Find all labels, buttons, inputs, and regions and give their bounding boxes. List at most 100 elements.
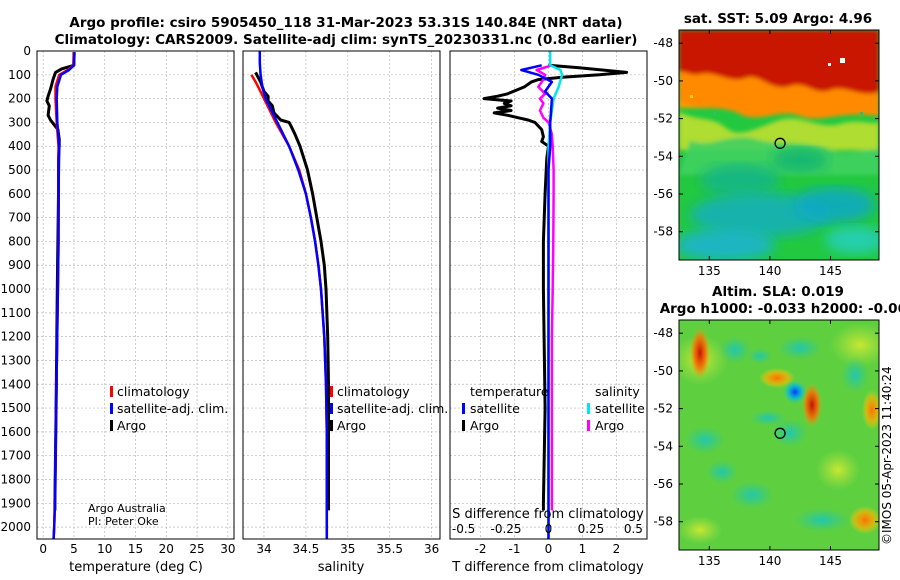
depth-tick-label: 1000 (0, 282, 31, 296)
x-tick-label: 34.5 (293, 542, 320, 556)
lon-tick-label: 135 (698, 264, 721, 278)
legend-swatch-argo (110, 420, 113, 431)
depth-tick-label: 400 (8, 139, 31, 153)
difference-lines (482, 51, 629, 539)
depth-tick-label: 700 (8, 211, 31, 225)
lon-tick-label: 135 (698, 554, 721, 568)
s-difference-tick-label: -0.25 (491, 522, 522, 536)
depth-tick-label: 1700 (0, 449, 31, 463)
x-tick-label: -2 (475, 542, 487, 556)
t-difference-axis-label: T difference from climatology (451, 560, 644, 575)
depth-tick-label: 0 (23, 44, 31, 58)
legend-label-climatology: climatology (117, 384, 190, 399)
depth-tick-label: 2000 (0, 520, 31, 534)
lat-tick-label: -48 (653, 36, 673, 50)
lat-tick-label: -58 (653, 515, 673, 529)
sla-map-title: Altim. SLA: 0.019 (712, 284, 844, 300)
temperature-grid (37, 50, 234, 539)
difference-axes-box (449, 50, 648, 540)
s-difference-axis-label: S difference from climatology (452, 507, 644, 522)
argo-float-marker (774, 427, 786, 439)
figure-title-line-2: Climatology: CARS2009. Satellite-adj cli… (54, 32, 638, 48)
legend-swatch-t-argo (462, 420, 465, 431)
legend-swatch-climatology (110, 386, 113, 397)
depth-tick-label: 1500 (0, 401, 31, 415)
credit-argo-australia: Argo Australia (88, 502, 166, 515)
legend-title-salinity: salinity (595, 384, 640, 399)
sst-map-title: sat. SST: 5.09 Argo: 4.96 (684, 11, 872, 27)
depth-tick-label: 1300 (0, 353, 31, 367)
sla-map-frame (678, 319, 880, 551)
copyright-timestamp: ©IMOS 05-Apr-2023 11:40:24 (880, 366, 894, 545)
salinity-axis-label: salinity (318, 560, 365, 575)
x-tick-label: 5 (70, 542, 78, 556)
depth-tick-label: 100 (8, 68, 31, 82)
sst-field (679, 30, 879, 260)
legend-label-s-satellite: satellite (595, 401, 645, 416)
salinity-lines (250, 51, 330, 539)
legend-swatch-satellite (330, 403, 333, 414)
x-tick-label: 2 (613, 542, 621, 556)
depth-tick-label: 1100 (0, 306, 31, 320)
depth-tick-label: 1200 (0, 330, 31, 344)
legend-label-climatology: climatology (337, 384, 410, 399)
legend-swatch-satellite (110, 403, 113, 414)
depth-tick-label: 900 (8, 258, 31, 272)
lon-tick-label: 140 (758, 264, 781, 278)
credit-pi: PI: Peter Oke (88, 515, 159, 528)
series-line-satellite-adj-clim- (258, 51, 329, 539)
depth-tick-label: 1900 (0, 496, 31, 510)
lat-tick-label: -56 (653, 187, 673, 201)
sla-map-latitude-ticks: -48 -50 -52 -54 -56 -58 (653, 326, 879, 529)
lat-tick-label: -54 (653, 149, 673, 163)
s-difference-tick-label: 0.25 (578, 522, 605, 536)
x-tick-label: 20 (159, 542, 174, 556)
x-tick-label: 1 (579, 542, 587, 556)
salinity-tick-labels: 34 34.5 35 35.5 36 (256, 542, 439, 556)
legend-swatch-s-argo (587, 420, 590, 431)
sst-map-longitude-ticks: 135 140 145 (698, 30, 842, 278)
sla-map-longitude-ticks: 135 140 145 (698, 320, 842, 568)
sla-map-subtitle: Argo h1000: -0.033 h2000: -0.064 (660, 301, 900, 317)
figure-title-line-1: Argo profile: csiro 5905450_118 31-Mar-2… (69, 15, 623, 31)
temperature-legend: climatology satellite-adj. clim. Argo (110, 384, 228, 433)
salinity-legend: climatology satellite-adj. clim. Argo (330, 384, 448, 433)
s-difference-tick-label: 0 (545, 522, 553, 536)
lon-tick-label: 140 (758, 554, 781, 568)
series-line-argo (45, 52, 76, 511)
depth-tick-label: 300 (8, 115, 31, 129)
sla-field (679, 320, 879, 550)
argo-float-marker (774, 137, 786, 149)
series-line-satellite-adj-clim- (52, 52, 76, 539)
lat-tick-label: -48 (653, 326, 673, 340)
legend-swatch-climatology (330, 386, 333, 397)
lat-tick-label: -56 (653, 477, 673, 491)
series-line-argo (254, 71, 330, 511)
lat-tick-label: -52 (653, 112, 673, 126)
temperature-axis-label: temperature (deg C) (69, 560, 203, 575)
lat-tick-label: -58 (653, 225, 673, 239)
legend-label-argo: Argo (117, 418, 146, 433)
legend-swatch-t-satellite (462, 403, 465, 414)
series-line-t-argo (482, 63, 629, 511)
s-difference-tick-labels: -0.5 -0.25 0 0.25 0.5 (452, 522, 643, 536)
depth-tick-label: 1800 (0, 472, 31, 486)
legend-label-s-argo: Argo (595, 418, 624, 433)
legend-label-t-satellite: satellite (470, 401, 520, 416)
s-difference-tick-label: -0.5 (452, 522, 475, 536)
legend-swatch-s-satellite (587, 403, 590, 414)
lon-tick-label: 145 (819, 264, 842, 278)
x-tick-label: 0 (545, 542, 553, 556)
sla-map-panel: Altim. SLA: 0.019 Argo h1000: -0.033 h20… (653, 284, 900, 568)
legend-label-satellite: satellite-adj. clim. (337, 401, 448, 416)
x-tick-label: 35 (340, 542, 355, 556)
salinity-grid (243, 50, 440, 539)
legend-label-argo: Argo (337, 418, 366, 433)
sst-map-panel: sat. SST: 5.09 Argo: 4.96 (653, 11, 880, 278)
x-tick-label: 34 (256, 542, 271, 556)
difference-legend: temperature satellite Argo salinity sate… (462, 384, 645, 433)
depth-tick-label: 1400 (0, 377, 31, 391)
x-tick-label: 30 (220, 542, 235, 556)
